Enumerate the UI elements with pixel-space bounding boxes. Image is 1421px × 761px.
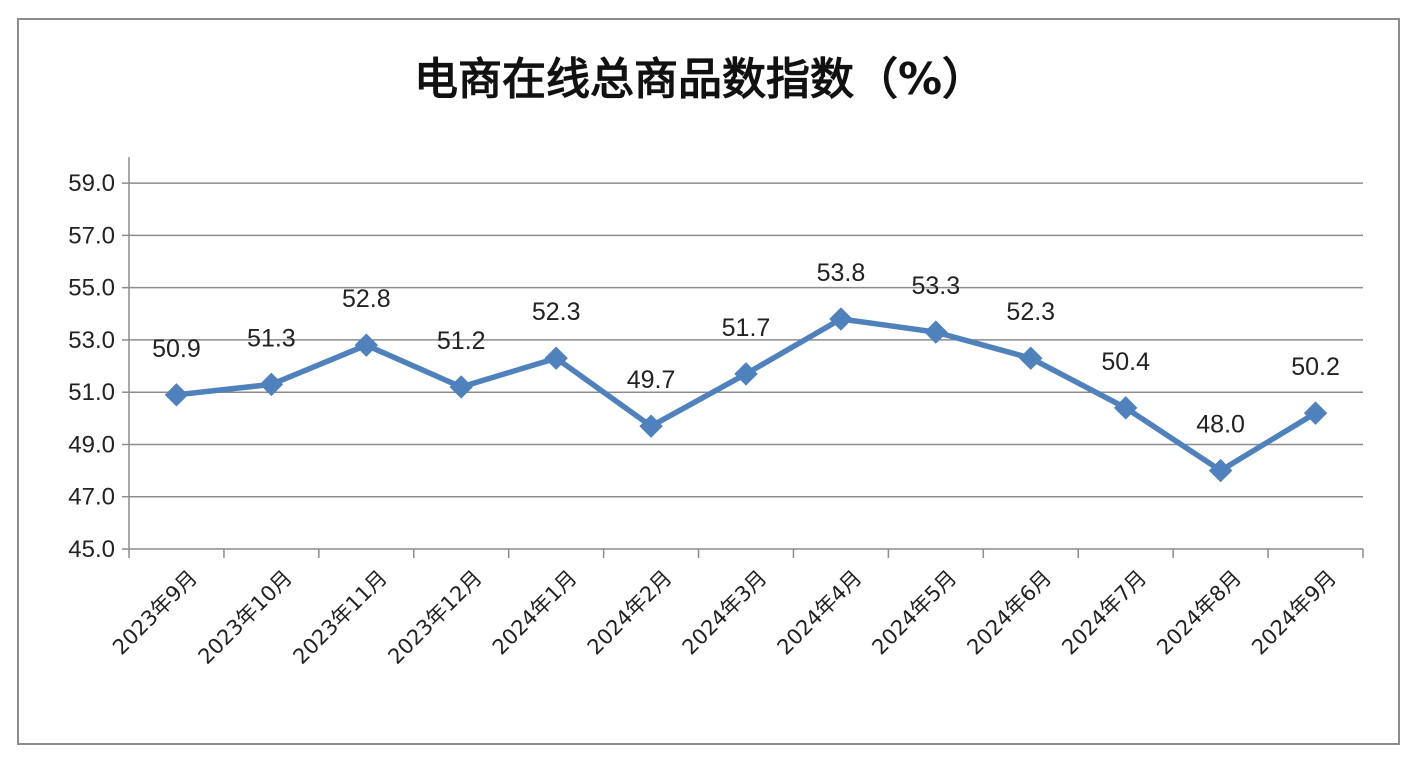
data-point-marker	[164, 383, 189, 407]
y-tick-label: 57.0	[68, 222, 115, 249]
data-point-marker	[1303, 401, 1328, 425]
x-tick-label: 2024年3月	[678, 566, 772, 660]
chart-frame	[17, 18, 1400, 745]
data-label: 48.0	[1196, 411, 1245, 439]
data-label: 51.3	[247, 324, 296, 352]
data-label: 50.4	[1101, 348, 1150, 376]
data-labels: 50.9 51.3 52.8 51.2 52.3 49.7 51.7 53.8 53.3 52.3…	[152, 259, 1340, 439]
data-label: 50.2	[1291, 353, 1340, 381]
axes	[122, 157, 1364, 558]
y-tick-label: 49.0	[68, 431, 115, 458]
y-tick-label: 53.0	[68, 327, 115, 354]
x-tick-label: 2023年9月	[108, 566, 202, 660]
y-tick-labels: 45.0 47.0 49.0 51.0 53.0 55.0 57.0 59.0	[68, 170, 115, 563]
data-label: 52.8	[342, 285, 391, 313]
y-tick-label: 55.0	[68, 275, 115, 302]
data-point-marker	[829, 307, 853, 331]
data-point-marker	[544, 346, 568, 370]
data-point-marker	[1208, 458, 1233, 483]
data-label: 52.3	[1006, 298, 1055, 326]
x-tick-label: 2024年5月	[867, 566, 961, 660]
data-point-marker	[734, 362, 758, 386]
y-tick-label: 59.0	[68, 170, 115, 197]
series-markers	[164, 307, 1328, 483]
data-point-marker	[639, 414, 663, 438]
x-tick-label: 2024年2月	[583, 566, 677, 660]
data-label: 51.2	[437, 327, 486, 355]
data-label: 52.3	[532, 298, 581, 326]
x-tick-label: 2023年12月	[383, 566, 486, 669]
x-tick-label: 2024年7月	[1057, 566, 1151, 660]
gridlines	[129, 182, 1363, 498]
y-tick-label: 47.0	[68, 484, 115, 511]
data-label: 53.8	[817, 259, 866, 287]
data-point-marker	[924, 320, 948, 344]
data-label: 49.7	[627, 366, 676, 394]
x-tick-label: 2024年6月	[962, 566, 1056, 660]
data-point-marker	[354, 333, 379, 357]
data-point-marker	[1019, 346, 1043, 370]
y-tick-label: 45.0	[68, 536, 115, 563]
data-point-marker	[1113, 396, 1138, 420]
x-tick-label: 2024年9月	[1247, 566, 1341, 660]
data-label: 51.7	[722, 314, 771, 342]
x-tick-label: 2024年4月	[773, 566, 867, 660]
x-tick-label: 2024年1月	[488, 566, 582, 660]
x-tick-label: 2023年11月	[288, 566, 391, 669]
chart-title: 电商在线总商品数指数（%）	[414, 54, 986, 105]
data-label: 53.3	[912, 272, 961, 300]
y-tick-label: 51.0	[68, 379, 115, 406]
data-point-marker	[259, 372, 284, 397]
x-tick-label: 2023年10月	[194, 566, 297, 669]
data-label: 50.9	[152, 335, 201, 363]
x-tick-label: 2024年8月	[1152, 566, 1246, 660]
data-point-marker	[449, 375, 473, 399]
